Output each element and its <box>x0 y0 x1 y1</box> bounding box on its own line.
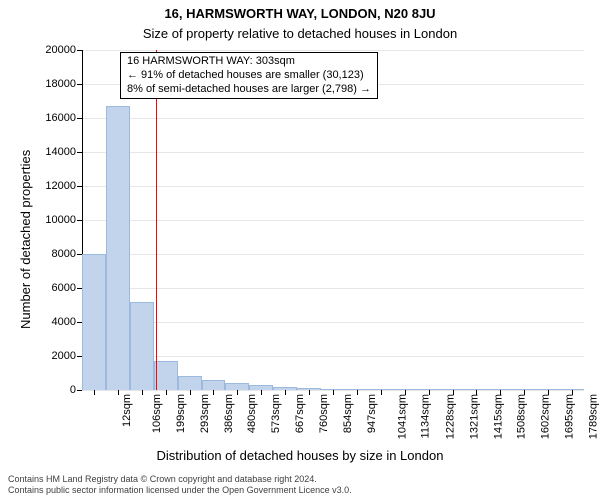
xtick-mark <box>261 390 262 395</box>
ytick-label: 16000 <box>45 112 82 124</box>
ytick-label: 4000 <box>52 316 82 328</box>
histogram-bar <box>202 380 226 390</box>
xtick-mark <box>118 390 119 395</box>
ytick-label: 8000 <box>52 248 82 260</box>
xtick-label: 1415sqm <box>492 394 504 439</box>
xtick-mark <box>94 390 95 395</box>
y-axis-label: Number of detached properties <box>18 150 33 329</box>
chart-title-address: 16, HARMSWORTH WAY, LONDON, N20 8JU <box>0 6 600 21</box>
property-marker-line <box>156 50 157 390</box>
xtick-label: 1134sqm <box>419 394 431 438</box>
xtick-label: 947sqm <box>366 394 378 433</box>
ytick-label: 20000 <box>45 44 82 56</box>
xtick-mark <box>572 390 573 395</box>
ytick-label: 0 <box>70 384 82 396</box>
histogram-bar <box>225 383 249 390</box>
footer-line-1: Contains HM Land Registry data © Crown c… <box>8 474 352 485</box>
xtick-mark <box>429 390 430 395</box>
xtick-label: 386sqm <box>223 394 235 433</box>
xtick-label: 854sqm <box>342 394 354 433</box>
xtick-label: 1228sqm <box>444 394 456 439</box>
annotation-line: 8% of semi-detached houses are larger (2… <box>127 83 371 97</box>
xtick-mark <box>213 390 214 395</box>
ytick-label: 18000 <box>45 78 82 90</box>
xtick-mark <box>285 390 286 395</box>
annotation-box: 16 HARMSWORTH WAY: 303sqm← 91% of detach… <box>120 52 378 99</box>
xtick-label: 1041sqm <box>396 394 408 439</box>
xtick-mark <box>237 390 238 395</box>
xtick-label: 1695sqm <box>564 394 576 439</box>
plot-area: 0200040006000800010000120001400016000180… <box>82 50 584 390</box>
histogram-bar <box>82 254 106 390</box>
ytick-label: 2000 <box>52 350 82 362</box>
xtick-mark <box>333 390 334 395</box>
histogram-bar <box>106 106 130 390</box>
xtick-label: 199sqm <box>175 394 187 433</box>
x-axis-label: Distribution of detached houses by size … <box>0 448 600 463</box>
xtick-mark <box>453 390 454 395</box>
footer-attribution: Contains HM Land Registry data © Crown c… <box>8 474 352 496</box>
ytick-label: 12000 <box>45 180 82 192</box>
xtick-mark <box>142 390 143 395</box>
histogram-bar <box>178 376 202 390</box>
xtick-label: 480sqm <box>247 394 259 433</box>
xtick-label: 760sqm <box>318 394 330 433</box>
xtick-mark <box>357 390 358 395</box>
ytick-label: 14000 <box>45 146 82 158</box>
footer-line-2: Contains public sector information licen… <box>8 485 352 496</box>
xtick-label: 1321sqm <box>468 394 480 439</box>
xtick-mark <box>405 390 406 395</box>
xtick-mark <box>548 390 549 395</box>
xtick-mark <box>309 390 310 395</box>
xtick-mark <box>524 390 525 395</box>
xtick-label: 293sqm <box>199 394 211 433</box>
xtick-label: 1602sqm <box>540 394 552 439</box>
annotation-line: 16 HARMSWORTH WAY: 303sqm <box>127 55 371 69</box>
xtick-label: 1508sqm <box>516 394 528 439</box>
chart-title-description: Size of property relative to detached ho… <box>0 26 600 41</box>
ytick-label: 6000 <box>52 282 82 294</box>
xtick-mark <box>381 390 382 395</box>
histogram-bar <box>130 302 154 390</box>
xtick-label: 667sqm <box>294 394 306 433</box>
xtick-label: 1789sqm <box>587 394 599 439</box>
xtick-mark <box>190 390 191 395</box>
xtick-label: 106sqm <box>151 394 163 433</box>
ytick-label: 10000 <box>45 214 82 226</box>
xtick-mark <box>500 390 501 395</box>
xtick-label: 573sqm <box>271 394 283 433</box>
xtick-label: 12sqm <box>121 394 133 427</box>
xtick-mark <box>166 390 167 395</box>
xtick-mark <box>476 390 477 395</box>
annotation-line: ← 91% of detached houses are smaller (30… <box>127 69 371 83</box>
